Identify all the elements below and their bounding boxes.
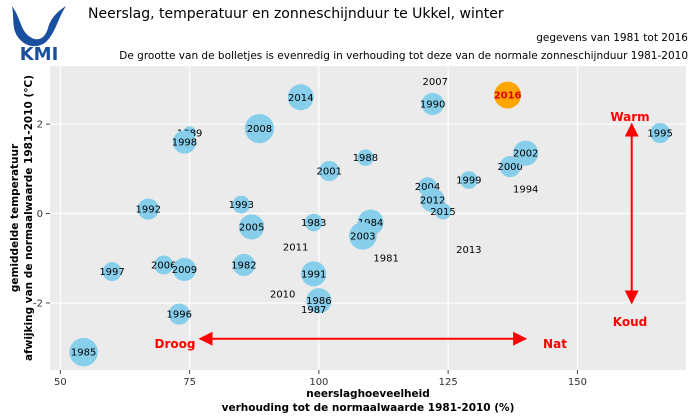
bubble-2016 bbox=[494, 81, 522, 109]
point-label-1982: 1982 bbox=[231, 260, 256, 271]
annotation-warm: Warm bbox=[610, 110, 649, 124]
point-label-2000: 2000 bbox=[497, 162, 522, 173]
bubble-2005 bbox=[239, 214, 265, 240]
bubble-1985 bbox=[69, 337, 98, 367]
point-label-2016: 2016 bbox=[494, 91, 522, 102]
annotation-arrows bbox=[198, 122, 639, 346]
bubble-1999 bbox=[459, 171, 478, 189]
bubble-1996 bbox=[168, 303, 190, 325]
annotations: Warm Koud Droog Nat bbox=[155, 110, 650, 351]
kmi-logo-mark: KMI bbox=[12, 6, 66, 65]
annotation-koud: Koud bbox=[613, 315, 647, 329]
point-label-1992: 1992 bbox=[136, 205, 161, 216]
bubble-1986 bbox=[306, 288, 332, 314]
kmi-logo: KMI bbox=[4, 2, 74, 68]
x-tick-label: 150 bbox=[568, 377, 587, 388]
bubble-2009 bbox=[172, 257, 197, 282]
point-label-1994: 1994 bbox=[513, 184, 538, 195]
x-tick-label: 50 bbox=[54, 377, 67, 388]
bubble-1991 bbox=[301, 261, 327, 287]
point-label-1996: 1996 bbox=[167, 310, 192, 321]
bubble-2014 bbox=[287, 84, 314, 111]
chart-subtitle-period: gegevens van 1981 tot 2016 bbox=[536, 32, 688, 44]
bubble-1997 bbox=[102, 262, 122, 282]
point-label-2004: 2004 bbox=[415, 182, 440, 193]
point-label-1999: 1999 bbox=[456, 176, 481, 187]
x-axis-ticks: 50 75 100 125 150 bbox=[54, 370, 587, 388]
bubble-2015 bbox=[434, 203, 452, 220]
y-tick-label: 2 bbox=[37, 120, 43, 131]
svg-text:KMI: KMI bbox=[20, 44, 59, 64]
point-label-2003: 2003 bbox=[350, 231, 375, 242]
x-tick-label: 75 bbox=[183, 377, 196, 388]
bubble-2002 bbox=[513, 140, 539, 166]
point-label-1995: 1995 bbox=[647, 129, 672, 140]
x-tick-label: 100 bbox=[309, 377, 328, 388]
point-label-1984: 1984 bbox=[358, 218, 383, 229]
bubble-2006 bbox=[154, 255, 174, 275]
bubble-2003 bbox=[348, 222, 377, 250]
bubble-2001 bbox=[319, 160, 340, 182]
bubble-1990 bbox=[421, 92, 444, 116]
y-axis-title-line2: afwijking van de normaalwaarde 1981-2010… bbox=[23, 75, 35, 361]
point-label-2009: 2009 bbox=[172, 265, 197, 276]
data-points: 1981198219831984198519861987198819891990… bbox=[69, 77, 673, 367]
bubble-1992 bbox=[137, 198, 159, 220]
bubble-1983 bbox=[304, 213, 323, 232]
point-label-1983: 1983 bbox=[301, 218, 326, 229]
point-label-2015: 2015 bbox=[430, 207, 455, 218]
bubble-1993 bbox=[232, 195, 251, 214]
chart-title: Neerslag, temperatuur en zonneschijnduur… bbox=[88, 6, 504, 22]
point-label-2011: 2011 bbox=[283, 243, 308, 254]
x-axis-title-line1: neerslaghoeveelheid bbox=[306, 388, 430, 400]
point-label-2013: 2013 bbox=[456, 245, 481, 256]
point-label-1993: 1993 bbox=[229, 200, 254, 211]
y-tick-label: -2 bbox=[33, 298, 43, 309]
point-label-1991: 1991 bbox=[301, 269, 326, 280]
y-tick-label: 0 bbox=[37, 209, 43, 220]
point-label-2007: 2007 bbox=[422, 77, 447, 88]
point-label-2014: 2014 bbox=[288, 93, 313, 104]
point-label-1981: 1981 bbox=[373, 254, 398, 265]
point-label-2012: 2012 bbox=[420, 196, 445, 207]
point-label-1985: 1985 bbox=[71, 348, 96, 359]
point-label-1997: 1997 bbox=[99, 267, 124, 278]
y-axis-title-line1: gemiddelde temperatuur bbox=[9, 143, 21, 292]
point-label-2005: 2005 bbox=[239, 222, 264, 233]
point-label-1987: 1987 bbox=[301, 305, 326, 316]
point-label-1990: 1990 bbox=[420, 100, 445, 111]
y-axis-ticks: -2 0 2 bbox=[33, 120, 50, 309]
point-label-1988: 1988 bbox=[353, 153, 378, 164]
x-axis-title-line2: verhouding tot de normaalwaarde 1981-201… bbox=[222, 402, 515, 414]
bubble-1998 bbox=[172, 130, 197, 154]
point-label-1986: 1986 bbox=[306, 296, 331, 307]
point-label-2006: 2006 bbox=[151, 260, 176, 271]
bubble-1988 bbox=[357, 149, 374, 166]
point-label-1998: 1998 bbox=[172, 138, 197, 149]
bubble-2008 bbox=[244, 113, 275, 144]
bubble-1982 bbox=[232, 253, 256, 277]
chart-subtitle-note: De grootte van de bolletjes is evenredig… bbox=[119, 50, 688, 62]
point-label-2008: 2008 bbox=[247, 124, 272, 135]
point-label-2010: 2010 bbox=[270, 290, 295, 301]
bubble-1995 bbox=[650, 122, 671, 144]
point-label-2002: 2002 bbox=[513, 149, 538, 160]
annotation-nat: Nat bbox=[543, 337, 567, 351]
annotation-droog: Droog bbox=[155, 337, 196, 351]
x-tick-label: 125 bbox=[439, 377, 458, 388]
bubble-2000 bbox=[499, 155, 521, 178]
point-label-2001: 2001 bbox=[316, 167, 341, 178]
